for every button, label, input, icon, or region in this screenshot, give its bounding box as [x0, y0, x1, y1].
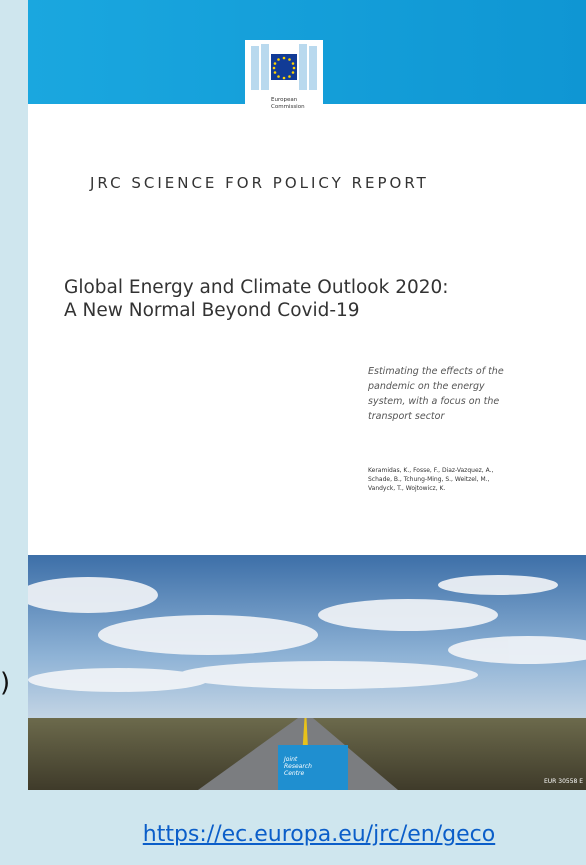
logo-label: Commission [271, 104, 305, 110]
subtitle-line: system, with a focus on the [368, 394, 504, 409]
report-subtitle: Estimating the effects of the pandemic o… [368, 364, 504, 424]
link[interactable]: https://ec.europa.eu/jrc/en/geco [0, 822, 586, 847]
subtitle-line: Estimating the effects of the [368, 364, 504, 379]
report-number: EUR 30558 E [544, 778, 583, 785]
authors-line: Schade, B., Tchung-Ming, S., Weitzel, M.… [368, 475, 493, 484]
ec-logo-graphic: European Commission [245, 40, 323, 130]
subtitle-line: transport sector [368, 409, 504, 424]
jrc-label: Research [284, 763, 312, 770]
authors: Keramidas, K., Fosse, F., Diaz-Vazquez, … [368, 466, 493, 493]
title-line: A New Normal Beyond Covid-19 [64, 299, 449, 322]
authors-line: Vandyck, T., Wojtowicz, K. [368, 484, 493, 493]
jrc-label: Centre [284, 770, 305, 777]
report-title: Global Energy and Climate Outlook 2020: … [64, 276, 449, 322]
logo-label: European [271, 97, 298, 103]
side-text-fragment: ) [0, 668, 10, 698]
title-line: Global Energy and Climate Outlook 2020: [64, 276, 449, 299]
authors-line: Keramidas, K., Fosse, F., Diaz-Vazquez, … [368, 466, 493, 475]
jrc-label: Joint [283, 756, 298, 763]
ec-logo: European Commission [245, 40, 323, 130]
report-cover: European Commission JRC SCIENCE FOR POLI… [28, 0, 586, 790]
road-photo: Joint Research Centre [28, 555, 586, 790]
report-series: JRC SCIENCE FOR POLICY REPORT [90, 174, 429, 192]
page: {"cover": { "logo_label": ["European", "… [0, 0, 586, 865]
subtitle-line: pandemic on the energy [368, 379, 504, 394]
